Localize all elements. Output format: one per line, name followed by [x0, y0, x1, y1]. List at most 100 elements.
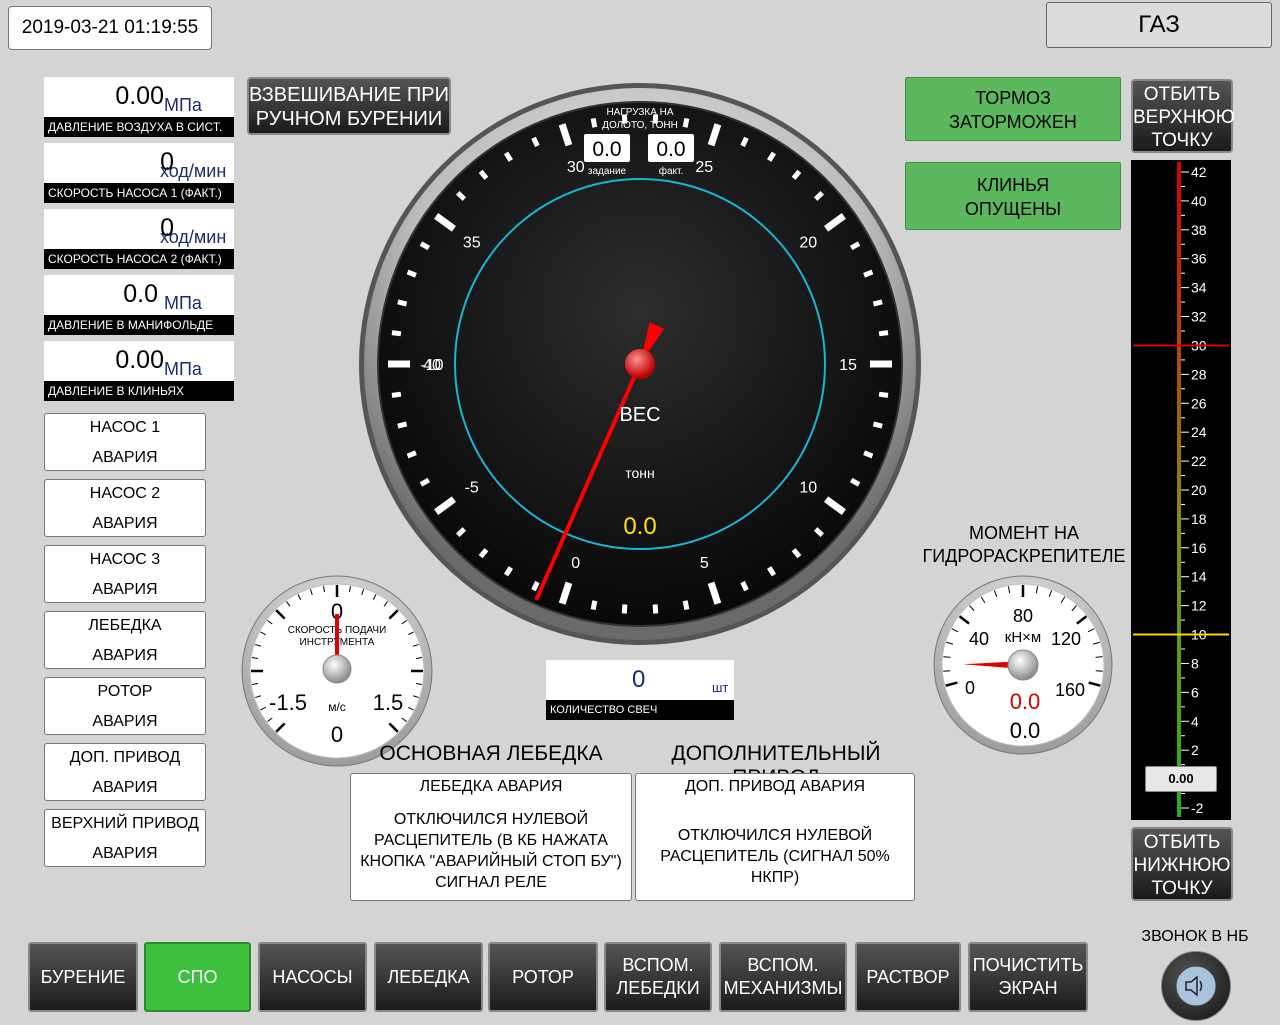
aux-message-line1: ОТКЛЮЧИЛСЯ НУЛЕВОЙ — [677, 827, 873, 844]
nav-clear-screen[interactable]: ПОЧИСТИТЬ ЭКРАН — [968, 942, 1088, 1012]
torque-gauge-tick — [943, 670, 951, 672]
nav-aux-winches[interactable]: ВСПОМ. ЛЕБЕДКИ — [604, 942, 712, 1012]
speed-gauge-left-label: -1.5 — [269, 690, 307, 715]
torque-gauge-tick — [951, 628, 959, 633]
rotor-alarm[interactable]: РОТОР АВАРИЯ — [44, 677, 206, 735]
gauge-tick — [682, 117, 690, 128]
torque-gauge-tick — [1095, 670, 1103, 672]
nav-pumps[interactable]: НАСОСЫ — [258, 942, 367, 1012]
feed-speed-gauge: СКОРОСТЬ ПОДАЧИ ИНСТРУМЕНТА 0 -1.5 1.5 м… — [241, 575, 433, 767]
torque-gauge-tick — [1095, 656, 1103, 658]
torque-gauge-tick — [1076, 615, 1088, 625]
nav-mud[interactable]: РАСТВОР — [855, 942, 961, 1012]
top-drive-alarm[interactable]: ВЕРХНИЙ ПРИВОД АВАРИЯ — [44, 809, 206, 867]
weigh-manual-button[interactable]: ВЗВЕШИВАНИЕ ПРИ РУЧНОМ БУРЕНИИ — [247, 77, 451, 135]
bell-button[interactable] — [1161, 951, 1231, 1021]
winch-alarm[interactable]: ЛЕБЕДКА АВАРИЯ — [44, 611, 206, 669]
bottom-point-line2: НИЖНЮЮ — [1133, 855, 1231, 876]
winch-message-line4: СИГНАЛ РЕЛЕ — [435, 874, 547, 891]
set-bottom-point-button[interactable]: ОТБИТЬ НИЖНЮЮ ТОЧКУ — [1131, 827, 1233, 901]
set-top-point-button[interactable]: ОТБИТЬ ВЕРХНЮЮ ТОЧКУ — [1131, 79, 1235, 153]
height-scale-label: 14 — [1191, 569, 1207, 585]
speed-gauge-tick — [412, 695, 419, 699]
winch-panel-title: ОСНОВНАЯ ЛЕБЕДКА — [379, 742, 603, 765]
nav-rotor[interactable]: РОТОР — [488, 942, 598, 1012]
speed-gauge-tick — [383, 601, 388, 607]
nav-aux-mechanisms[interactable]: ВСПОМ. МЕХАНИЗМЫ — [719, 942, 847, 1012]
nav-label: БУРЕНИЕ — [40, 966, 126, 987]
nav-winch[interactable]: ЛЕБЕДКА — [374, 942, 483, 1012]
height-scale-label: 6 — [1191, 684, 1199, 700]
gauge-tick — [621, 604, 628, 614]
gauge-tick — [590, 600, 598, 611]
nav-drilling[interactable]: БУРЕНИЕ — [28, 942, 138, 1012]
speed-gauge-tick — [388, 609, 399, 620]
alarm-state: АВАРИЯ — [92, 581, 158, 598]
torque-label-80: 80 — [1013, 606, 1033, 626]
speed-gauge-tick — [401, 717, 407, 722]
torque-gauge-tick — [993, 590, 998, 598]
nav-tripping[interactable]: СПО — [144, 942, 251, 1012]
height-scale-label: 40 — [1191, 193, 1207, 209]
speed-gauge-tick — [408, 631, 414, 636]
gauge-tick — [878, 330, 889, 337]
torque-gauge-tick — [943, 656, 951, 658]
gauge-tick — [863, 269, 874, 278]
torque-title: МОМЕНТ НА ГИДРОРАСКРЕПИТЕЛЕ — [912, 522, 1136, 568]
reading-unit: ход/мин — [160, 227, 227, 247]
pump1-alarm[interactable]: НАСОС 1 АВАРИЯ — [44, 413, 206, 471]
actual-value: 0.0 — [656, 138, 685, 161]
alarm-name: ДОП. ПРИВОД — [69, 749, 181, 766]
gauge-scale-labels: -10 -5 0 5 10 15 20 25 30 35 40 — [420, 159, 857, 572]
speed-gauge-tick — [309, 589, 313, 596]
alarm-name: ВЕРХНИЙ ПРИВОД — [51, 815, 199, 832]
gauge-tick — [406, 450, 417, 459]
gauge-scale-label: 10 — [799, 479, 817, 496]
gauge-tick — [652, 114, 659, 124]
reading-label: ДАВЛЕНИЕ ВОЗДУХА В СИСТ. — [44, 117, 234, 137]
speed-gauge-tick — [415, 683, 423, 685]
torque-gauge-tick — [1071, 605, 1077, 612]
height-scale-label: 20 — [1191, 482, 1207, 498]
torque-title-line2: ГИДРОРАСКРЕПИТЕЛЕ — [922, 546, 1126, 566]
alarm-state: АВАРИЯ — [92, 779, 158, 796]
setpoint-value: 0.0 — [592, 138, 621, 161]
top-point-line2: ВЕРХНЮЮ — [1133, 107, 1235, 128]
winch-message: ЛЕБЕДКА АВАРИЯ ОТКЛЮЧИЛСЯ НУЛЕВОЙ РАСЦЕП… — [350, 773, 632, 901]
reading-unit: МПа — [164, 95, 202, 115]
pump2-alarm[interactable]: НАСОС 2 АВАРИЯ — [44, 479, 206, 537]
alarm-name: РОТОР — [97, 683, 153, 700]
gauge-tick — [872, 299, 883, 307]
height-bar — [1177, 162, 1181, 817]
speed-gauge-top-label: 0 — [331, 599, 343, 624]
gauge-tick — [397, 421, 408, 429]
gauge-tick — [478, 169, 489, 180]
reading-value: 0.00 — [115, 346, 164, 374]
aux-message: ДОП. ПРИВОД АВАРИЯ ОТКЛЮЧИЛСЯ НУЛЕВОЙ РА… — [635, 773, 915, 901]
brake-status: ТОРМОЗ ЗАТОРМОЖЕН — [905, 77, 1121, 141]
speed-gauge-tick — [388, 722, 399, 733]
pump3-alarm[interactable]: НАСОС 3 АВАРИЯ — [44, 545, 206, 603]
gauge-tick — [558, 581, 573, 605]
torque-gauge-tick — [958, 615, 970, 625]
torque-gauge-tick — [969, 605, 975, 612]
gauge-tick — [531, 136, 540, 148]
gauge-tick — [456, 191, 467, 201]
reading-label: ДАВЛЕНИЕ В КЛИНЬЯХ — [44, 381, 234, 401]
gauge-tick — [863, 450, 874, 459]
torque-gauge-tick — [1088, 681, 1101, 687]
setpoint-box[interactable] — [584, 134, 630, 162]
aux-drive-alarm[interactable]: ДОП. ПРИВОД АВАРИЯ — [44, 743, 206, 801]
candles-value: 0 — [632, 666, 646, 693]
height-scale-label: 12 — [1191, 598, 1207, 614]
height-scale-label: 18 — [1191, 511, 1207, 527]
winch-message-line1: ОТКЛЮЧИЛСЯ НУЛЕВОЙ — [393, 811, 589, 828]
gauge-tick — [397, 299, 408, 307]
nav-label-line2: МЕХАНИЗМЫ — [723, 978, 843, 998]
nav-label: РОТОР — [512, 966, 574, 987]
height-scale-label: 42 — [1191, 164, 1207, 180]
height-scale-label: 34 — [1191, 280, 1207, 296]
gauge-tick — [878, 391, 889, 398]
gauge-tick — [531, 580, 540, 592]
